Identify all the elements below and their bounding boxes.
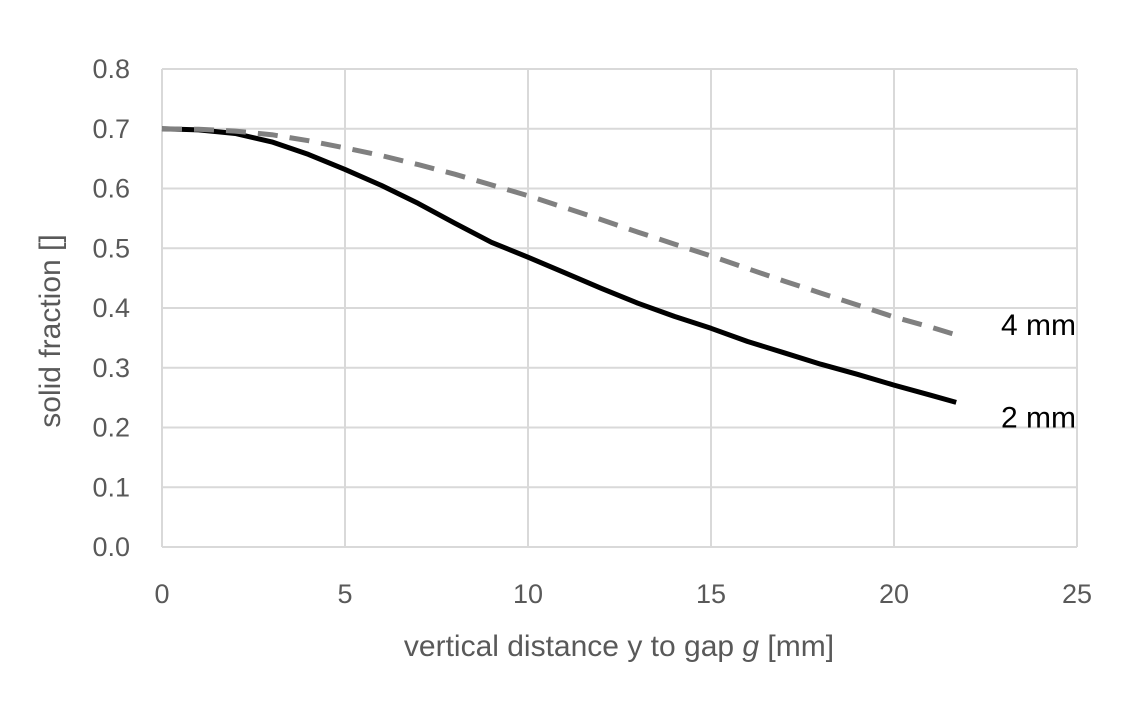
series-label-2-mm: 2 mm — [1001, 401, 1076, 434]
y-tick-label: 0.5 — [92, 233, 130, 263]
y-tick-label: 0.6 — [92, 174, 130, 204]
x-tick-label: 20 — [879, 579, 909, 609]
y-tick-label: 0.2 — [92, 413, 130, 443]
y-tick-label: 0.1 — [92, 472, 130, 502]
y-axis-tick-labels: 0.0 0.1 0.2 0.3 0.4 0.5 0.6 0.7 0.8 — [92, 54, 130, 562]
x-tick-label: 15 — [696, 579, 726, 609]
y-tick-label: 0.8 — [92, 54, 130, 84]
x-tick-label: 10 — [513, 579, 543, 609]
x-tick-label: 0 — [154, 579, 169, 609]
x-axis-title: vertical distance y to gap g [mm] — [404, 630, 834, 663]
series-lines — [161, 126, 957, 405]
x-axis-title-part-1: vertical distance y to gap — [404, 630, 743, 663]
x-tick-label: 5 — [337, 579, 352, 609]
series-line-4-mm — [161, 126, 957, 338]
y-tick-label: 0.4 — [92, 293, 130, 323]
x-tick-label: 25 — [1062, 579, 1092, 609]
y-tick-label: 0.3 — [92, 353, 130, 383]
series-label-4-mm: 4 mm — [1001, 309, 1076, 342]
x-axis-title-variable-g: g — [742, 630, 759, 663]
y-axis-title: solid fraction [] — [34, 234, 67, 427]
x-axis-title-part-2: [mm] — [759, 630, 834, 663]
series-labels: 2 mm 4 mm — [1001, 309, 1076, 435]
grid-lines — [161, 68, 1078, 548]
series-line-2-mm — [161, 126, 957, 405]
y-tick-label: 0.0 — [92, 532, 130, 562]
y-tick-label: 0.7 — [92, 114, 130, 144]
x-axis-tick-labels: 0 5 10 15 20 25 — [154, 579, 1092, 609]
